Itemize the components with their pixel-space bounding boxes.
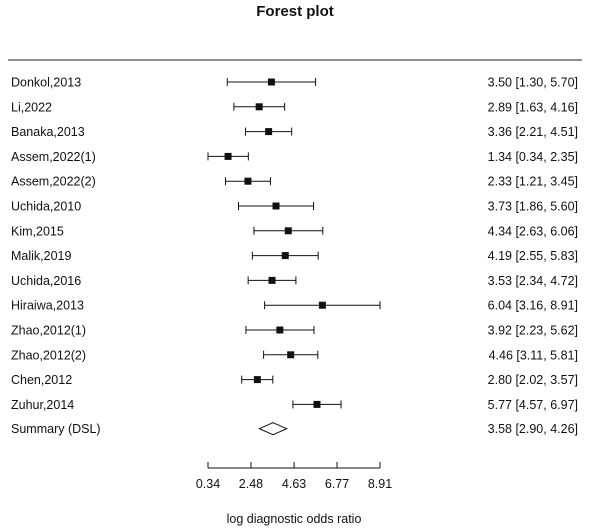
study-name: Zuhur,2014 — [11, 398, 74, 412]
estimate-label: 4.46 [3.11, 5.81] — [489, 348, 578, 362]
point-estimate — [281, 252, 289, 260]
study-name: Uchida,2016 — [11, 274, 81, 288]
point-estimate — [276, 326, 284, 334]
study-row: Zhao,2012(1) 3.92 [2.23, 5.62] — [11, 324, 578, 338]
study-name: Zhao,2012(1) — [11, 324, 86, 338]
study-row: Kim,2015 4.34 [2.63, 6.06] — [11, 224, 578, 238]
estimate-label: 2.80 [2.02, 3.57] — [488, 373, 578, 387]
estimate-label: 3.50 [1.30, 5.70] — [488, 76, 578, 90]
study-row: Hiraiwa,2013 6.04 [3.16, 8.91] — [11, 299, 578, 313]
study-rows: Donkol,2013 3.50 [1.30, 5.70] Li,2022 2.89 … — [11, 76, 578, 412]
chart-title: Forest plot — [256, 3, 334, 20]
point-estimate — [267, 78, 275, 86]
estimate-label: 3.92 [2.23, 5.62] — [488, 324, 578, 338]
x-axis-label: log diagnostic odds ratio — [227, 512, 362, 526]
x-tick-label: 4.63 — [282, 477, 306, 491]
x-tick-label: 2.48 — [239, 477, 263, 491]
point-estimate — [224, 152, 232, 160]
summary-label: 3.58 [2.90, 4.26] — [488, 422, 578, 436]
point-estimate — [265, 128, 273, 136]
estimate-label: 6.04 [3.16, 8.91] — [488, 299, 578, 313]
study-name: Li,2022 — [11, 100, 52, 114]
x-tick-label: 6.77 — [325, 477, 349, 491]
study-name: Malik,2019 — [11, 249, 71, 263]
point-estimate — [244, 177, 252, 185]
study-row: Chen,2012 2.80 [2.02, 3.57] — [11, 373, 578, 387]
point-estimate — [253, 376, 261, 384]
study-name: Chen,2012 — [11, 373, 72, 387]
study-row: Zuhur,2014 5.77 [4.57, 6.97] — [11, 398, 578, 412]
study-name: Hiraiwa,2013 — [11, 299, 84, 313]
study-name: Donkol,2013 — [11, 76, 81, 90]
estimate-label: 3.53 [2.34, 4.72] — [488, 274, 578, 288]
point-estimate — [287, 351, 295, 359]
point-estimate — [318, 301, 326, 309]
study-name: Banaka,2013 — [11, 125, 85, 139]
x-tick-label: 8.91 — [368, 477, 392, 491]
study-name: Zhao,2012(2) — [11, 348, 86, 362]
study-row: Zhao,2012(2) 4.46 [3.11, 5.81] — [11, 348, 578, 362]
x-tick-label: 0.34 — [196, 477, 220, 491]
study-row: Assem,2022(2) 2.33 [1.21, 3.45] — [11, 175, 578, 189]
estimate-label: 2.89 [1.63, 4.16] — [488, 100, 578, 114]
study-row: Banaka,2013 3.36 [2.21, 4.51] — [11, 125, 578, 139]
study-row: Uchida,2016 3.53 [2.34, 4.72] — [11, 274, 578, 288]
summary-diamond — [258, 422, 288, 436]
study-name: Uchida,2010 — [11, 200, 81, 214]
study-row: Uchida,2010 3.73 [1.86, 5.60] — [11, 200, 578, 214]
study-name: Assem,2022(2) — [11, 175, 96, 189]
study-name: Kim,2015 — [11, 224, 64, 238]
summary-row: Summary (DSL) 3.58 [2.90, 4.26] — [11, 422, 578, 436]
point-estimate — [255, 103, 263, 111]
estimate-label: 5.77 [4.57, 6.97] — [488, 398, 578, 412]
point-estimate — [284, 227, 292, 235]
point-estimate — [268, 276, 276, 284]
study-row: Donkol,2013 3.50 [1.30, 5.70] — [11, 76, 578, 90]
estimate-label: 3.73 [1.86, 5.60] — [488, 200, 578, 214]
study-row: Assem,2022(1) 1.34 [0.34, 2.35] — [11, 150, 578, 164]
estimate-label: 3.36 [2.21, 4.51] — [488, 125, 578, 139]
estimate-label: 4.34 [2.63, 6.06] — [488, 224, 578, 238]
study-row: Li,2022 2.89 [1.63, 4.16] — [11, 100, 578, 114]
study-name: Assem,2022(1) — [11, 150, 96, 164]
estimate-label: 2.33 [1.21, 3.45] — [488, 175, 578, 189]
estimate-label: 1.34 [0.34, 2.35] — [488, 150, 578, 164]
study-row: Malik,2019 4.19 [2.55, 5.83] — [11, 249, 578, 263]
point-estimate — [313, 400, 321, 408]
x-axis: 0.34 2.48 4.63 6.77 8.91 — [196, 462, 392, 491]
estimate-label: 4.19 [2.55, 5.83] — [488, 249, 578, 263]
point-estimate — [272, 202, 280, 210]
summary-name: Summary (DSL) — [11, 422, 101, 436]
